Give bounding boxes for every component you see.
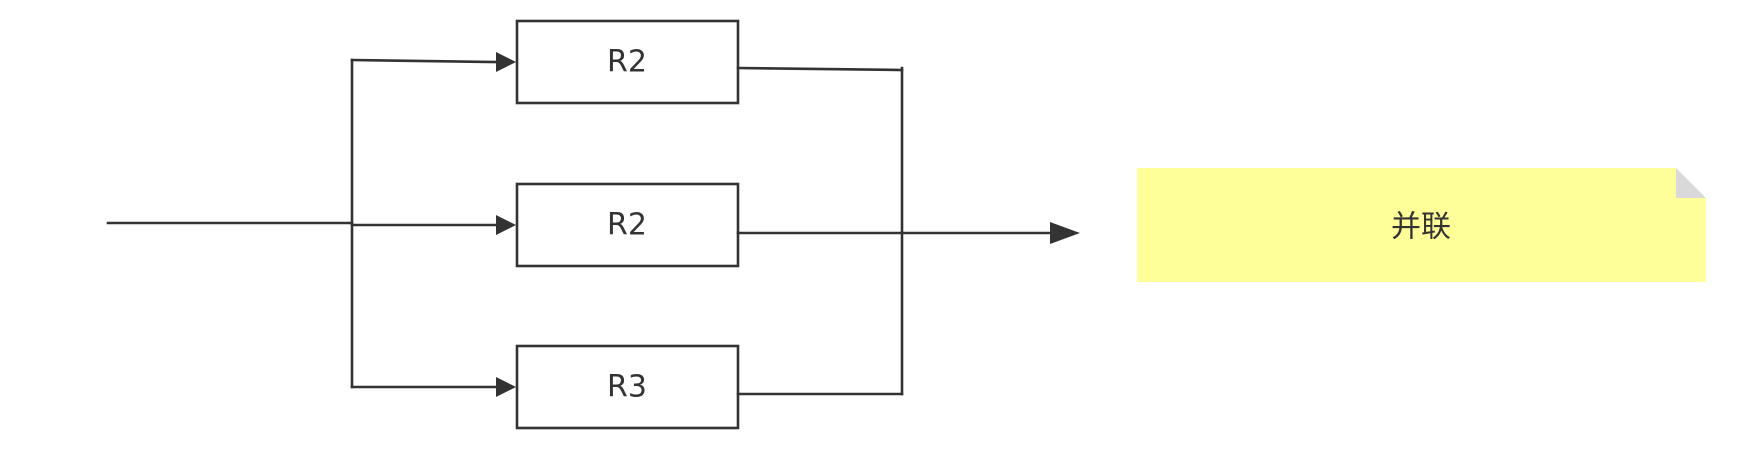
resistor-label: R3 <box>607 370 647 405</box>
resistor-box <box>515 344 740 430</box>
branch-arrow-middle <box>496 215 516 235</box>
resistor-box <box>515 182 740 268</box>
resistor-label: R2 <box>607 45 647 80</box>
resistor-r3-bottom: R3 <box>515 344 740 430</box>
branch-wire-top <box>350 58 498 64</box>
resistor-label: R2 <box>607 208 647 243</box>
branch-arrow-top <box>496 52 516 72</box>
output-wire-top <box>736 66 904 72</box>
note-body <box>1137 168 1706 282</box>
note-text: 并联 <box>1391 210 1451 245</box>
resistor-r2-middle: R2 <box>515 182 740 268</box>
resistor-r2-top: R2 <box>515 19 740 105</box>
note-fold-corner <box>1676 168 1706 198</box>
output-arrow <box>1050 222 1080 244</box>
resistor-box <box>515 19 740 105</box>
branch-arrow-bottom <box>496 377 516 397</box>
note-parallel: 并联 <box>1137 168 1706 282</box>
